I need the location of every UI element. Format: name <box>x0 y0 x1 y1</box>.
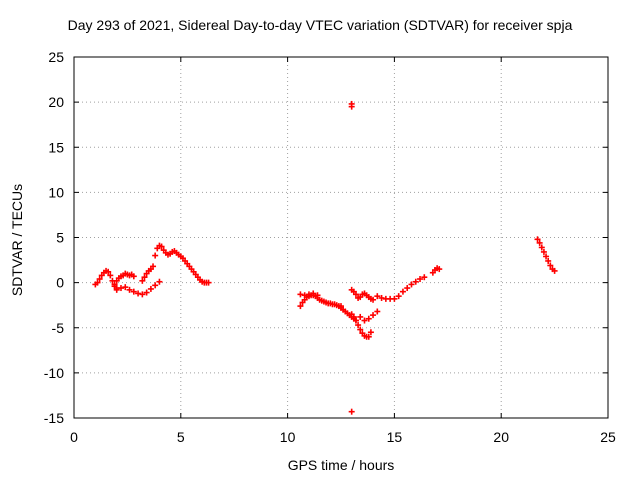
data-point <box>147 285 154 292</box>
data-points <box>92 100 558 415</box>
data-point <box>395 293 402 300</box>
data-point <box>391 295 398 302</box>
data-point <box>417 276 424 283</box>
data-point <box>374 308 381 315</box>
data-point <box>350 313 357 320</box>
data-point <box>297 303 304 310</box>
data-point <box>301 292 308 299</box>
data-point <box>105 268 112 275</box>
data-point <box>143 289 150 296</box>
data-point <box>139 277 146 284</box>
data-point <box>205 279 212 286</box>
data-point <box>113 286 120 293</box>
data-point <box>370 312 377 319</box>
data-point <box>139 291 146 298</box>
data-point <box>421 274 428 281</box>
data-point <box>404 285 411 292</box>
data-point <box>96 276 103 283</box>
grid-lines <box>74 57 608 418</box>
data-point <box>399 288 406 295</box>
x-tick-label: 5 <box>177 429 185 445</box>
y-tick-label: 20 <box>48 94 64 110</box>
data-point <box>310 290 317 297</box>
data-point <box>545 257 552 264</box>
x-tick-label: 15 <box>387 429 403 445</box>
data-point <box>135 290 142 297</box>
x-tick-label: 10 <box>280 429 296 445</box>
data-point <box>365 315 372 322</box>
data-point <box>297 291 304 298</box>
data-point <box>130 273 137 280</box>
data-point <box>314 292 321 299</box>
data-point <box>540 248 547 255</box>
data-point <box>534 236 541 243</box>
data-point <box>551 267 558 274</box>
data-point <box>543 253 550 260</box>
data-point <box>365 333 372 340</box>
data-point <box>378 294 385 301</box>
data-point <box>158 243 165 250</box>
data-point <box>122 284 129 291</box>
data-point <box>536 239 543 246</box>
data-point <box>348 103 355 110</box>
axis-ticks: 0 5 10 15 20 25 -15 -10 -5 0 5 10 15 20 25 <box>44 49 616 445</box>
data-point <box>352 291 359 298</box>
data-point <box>126 286 133 293</box>
y-tick-label: -15 <box>44 410 64 426</box>
data-point <box>130 288 137 295</box>
data-point <box>152 282 159 289</box>
y-tick-label: -5 <box>52 320 65 336</box>
x-tick-label: 20 <box>493 429 509 445</box>
data-point <box>111 281 118 288</box>
data-point <box>152 252 159 259</box>
data-point <box>547 262 554 269</box>
data-point <box>357 326 364 333</box>
data-point <box>355 322 362 329</box>
data-point <box>538 244 545 251</box>
data-point <box>141 274 148 281</box>
y-tick-label: -10 <box>44 365 64 381</box>
data-point <box>150 263 157 270</box>
data-point <box>348 408 355 415</box>
data-point <box>436 266 443 273</box>
data-point <box>357 313 364 320</box>
x-tick-label: 0 <box>70 429 78 445</box>
data-point <box>361 317 368 324</box>
y-tick-label: 0 <box>56 275 64 291</box>
data-point <box>107 272 114 279</box>
x-tick-label: 25 <box>600 429 616 445</box>
data-point <box>412 278 419 285</box>
data-point <box>156 278 163 285</box>
data-point <box>117 285 124 292</box>
y-tick-label: 10 <box>48 184 64 200</box>
data-point <box>370 296 377 303</box>
y-tick-label: 5 <box>56 230 64 246</box>
chart-title: Day 293 of 2021, Sidereal Day-to-day VTE… <box>67 17 573 33</box>
data-point <box>408 281 415 288</box>
y-tick-label: 15 <box>48 139 64 155</box>
data-point <box>94 279 101 286</box>
x-axis-label: GPS time / hours <box>287 457 395 473</box>
y-tick-label: 25 <box>48 49 64 65</box>
data-point <box>374 293 381 300</box>
data-point <box>352 317 359 324</box>
data-point <box>305 291 312 298</box>
data-point <box>367 329 374 336</box>
